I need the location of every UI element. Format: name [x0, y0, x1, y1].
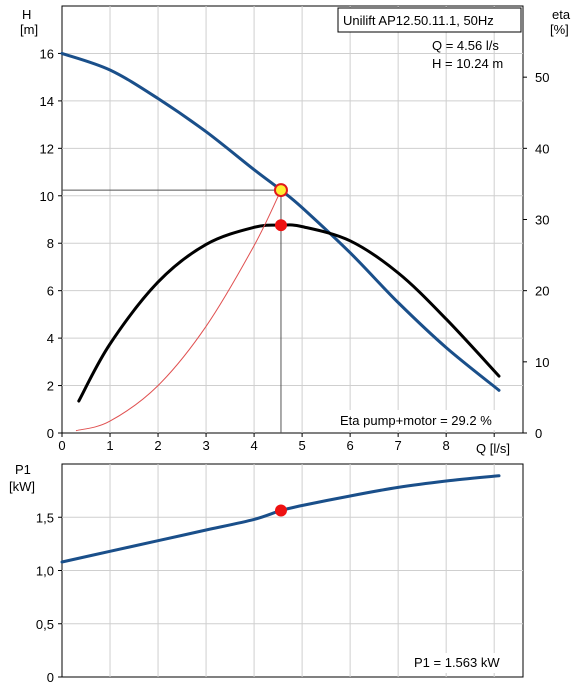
y-left-tick-label: 12	[40, 141, 54, 156]
p1-readout-bg	[412, 653, 521, 673]
x-tick-label: 1	[106, 438, 113, 453]
title-box	[337, 7, 522, 33]
p1-tick-label: 0	[47, 670, 54, 685]
y-left-label-line2: [m]	[20, 22, 38, 37]
y-right-tick-label: 40	[535, 141, 549, 156]
grid-upper	[62, 6, 523, 433]
x-tick-label: 0	[58, 438, 65, 453]
y-left-tick-label: 8	[47, 236, 54, 251]
p1-tick-label: 1,0	[36, 564, 54, 579]
y-right-label-line1: eta	[552, 7, 571, 22]
p1-tick-label: 1,5	[36, 510, 54, 525]
p1-curve	[60, 474, 501, 564]
p1-tick-label: 0,5	[36, 617, 54, 632]
chart-title: Unilift AP12.50.11.1, 50Hz	[343, 13, 494, 28]
y-left-tick-label: 6	[47, 284, 54, 299]
y-left-tick-label: 2	[47, 379, 54, 394]
head-readout: H = 10.24 m	[432, 56, 503, 71]
eta-readout: Eta pump+motor = 29.2 %	[340, 413, 492, 428]
y-right-tick-label: 10	[535, 355, 549, 370]
x-tick-label: 4	[250, 438, 257, 453]
flow-readout: Q = 4.56 l/s	[432, 38, 499, 53]
x-label-bg	[474, 440, 522, 458]
p1-readout: P1 = 1.563 kW	[414, 655, 500, 670]
head-operating-point	[273, 183, 288, 198]
p1-operating-point-marker	[274, 504, 287, 517]
grid-lower	[62, 464, 523, 677]
y-right-tick-label: 0	[535, 426, 542, 441]
y-left-tick-label: 16	[40, 46, 54, 61]
series-lower	[60, 474, 501, 564]
x-tick-label: 2	[154, 438, 161, 453]
x-tick-labels: 0123456789	[58, 433, 498, 453]
y-left-tick-label: 14	[40, 94, 54, 109]
x-tick-label: 3	[202, 438, 209, 453]
power-chart: 0 0,5 1,0 1,5 P1 [kW] P1 = 1.563 kW	[9, 462, 524, 685]
y-right-tick-labels: 0 10 20 30 40 50	[523, 70, 549, 441]
eta-operating-point	[274, 219, 287, 232]
y-right-tick-label: 30	[535, 213, 549, 228]
y-left-tick-labels: 0 2 4 6 8 10 12 14 16	[40, 46, 62, 441]
y-left-tick-label: 4	[47, 331, 54, 346]
x-axis-label: Q [l/s]	[476, 441, 510, 456]
operating-point-markers	[273, 183, 288, 232]
p1-label-line2: [kW]	[9, 479, 35, 494]
y-left-tick-label: 0	[47, 426, 54, 441]
x-tick-label: 6	[347, 438, 354, 453]
system-curve	[75, 189, 282, 432]
p1-label-line1: P1	[15, 462, 31, 477]
y-left-label-line1: H	[22, 7, 31, 22]
p1-operating-point	[274, 504, 287, 517]
y-right-tick-label: 50	[535, 70, 549, 85]
x-tick-label: 8	[443, 438, 450, 453]
y-right-tick-label: 20	[535, 284, 549, 299]
eta-readout-bg	[338, 410, 521, 430]
efficiency-curve	[77, 223, 501, 403]
x-tick-label: 5	[298, 438, 305, 453]
x-tick-label: 7	[395, 438, 402, 453]
y-left-tick-label: 10	[40, 189, 54, 204]
p1-tick-labels: 0 0,5 1,0 1,5	[36, 510, 62, 685]
y-right-label-line2: [%]	[550, 22, 569, 37]
